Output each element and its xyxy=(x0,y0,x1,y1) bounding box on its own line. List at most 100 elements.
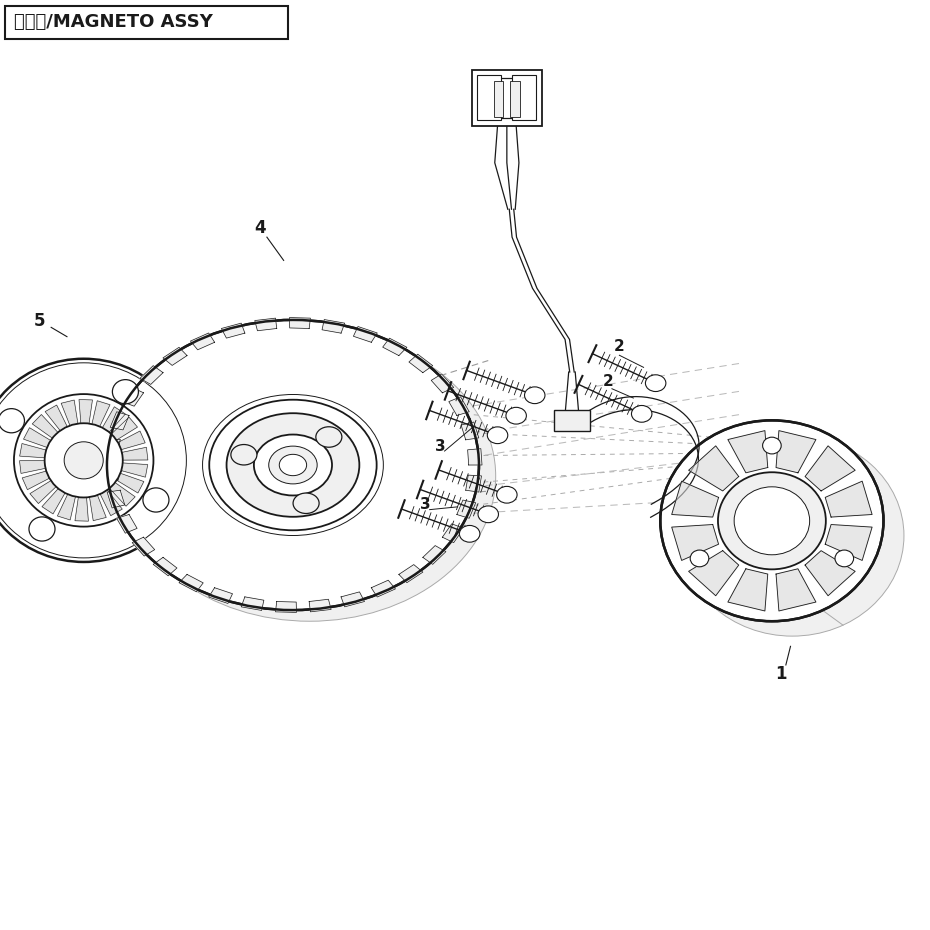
Polygon shape xyxy=(104,438,120,455)
Polygon shape xyxy=(22,471,49,490)
Ellipse shape xyxy=(497,486,517,503)
Polygon shape xyxy=(79,400,92,423)
Polygon shape xyxy=(825,525,872,561)
Polygon shape xyxy=(58,494,75,520)
Bar xyxy=(511,81,520,117)
Polygon shape xyxy=(30,481,56,503)
Ellipse shape xyxy=(279,455,307,475)
Polygon shape xyxy=(92,401,110,427)
Ellipse shape xyxy=(107,320,479,610)
Ellipse shape xyxy=(487,427,508,444)
Polygon shape xyxy=(457,500,476,518)
Ellipse shape xyxy=(718,472,826,569)
Text: 5: 5 xyxy=(33,312,45,330)
Ellipse shape xyxy=(0,359,191,562)
Polygon shape xyxy=(728,569,768,611)
Polygon shape xyxy=(825,481,872,517)
Ellipse shape xyxy=(45,423,123,498)
Ellipse shape xyxy=(763,437,781,454)
Polygon shape xyxy=(341,591,365,607)
Polygon shape xyxy=(443,524,464,542)
Polygon shape xyxy=(255,318,277,331)
Polygon shape xyxy=(20,460,46,473)
Polygon shape xyxy=(122,447,148,460)
Polygon shape xyxy=(688,445,738,491)
Text: 3: 3 xyxy=(420,497,431,512)
Polygon shape xyxy=(132,538,154,556)
Polygon shape xyxy=(423,546,445,565)
Ellipse shape xyxy=(14,394,153,526)
Polygon shape xyxy=(33,415,58,438)
Ellipse shape xyxy=(734,486,810,555)
Polygon shape xyxy=(449,397,470,416)
Polygon shape xyxy=(116,514,137,533)
Polygon shape xyxy=(322,320,345,333)
Polygon shape xyxy=(102,406,126,432)
Ellipse shape xyxy=(0,408,24,432)
Polygon shape xyxy=(432,374,454,392)
Polygon shape xyxy=(61,400,78,426)
Ellipse shape xyxy=(478,506,498,523)
Polygon shape xyxy=(110,412,129,430)
Polygon shape xyxy=(383,339,407,355)
Polygon shape xyxy=(275,602,297,613)
Polygon shape xyxy=(805,551,856,596)
Text: 4: 4 xyxy=(255,219,266,237)
Polygon shape xyxy=(163,347,187,365)
Polygon shape xyxy=(776,569,816,611)
Polygon shape xyxy=(208,588,232,604)
Polygon shape xyxy=(100,490,122,515)
Polygon shape xyxy=(671,481,719,517)
Polygon shape xyxy=(20,444,46,458)
Ellipse shape xyxy=(645,375,666,392)
Polygon shape xyxy=(191,333,215,350)
Ellipse shape xyxy=(124,331,496,621)
Polygon shape xyxy=(371,580,395,597)
Text: 3: 3 xyxy=(435,439,445,454)
Ellipse shape xyxy=(631,405,652,422)
Polygon shape xyxy=(221,323,245,339)
Polygon shape xyxy=(805,445,856,491)
Ellipse shape xyxy=(316,427,342,447)
Polygon shape xyxy=(671,525,719,561)
Polygon shape xyxy=(309,599,331,612)
Text: 2: 2 xyxy=(614,339,625,353)
Polygon shape xyxy=(140,365,163,384)
Ellipse shape xyxy=(254,434,332,496)
Polygon shape xyxy=(776,431,816,472)
Ellipse shape xyxy=(269,446,317,484)
Ellipse shape xyxy=(143,488,169,512)
Polygon shape xyxy=(153,557,177,576)
Polygon shape xyxy=(122,388,143,406)
Ellipse shape xyxy=(506,407,526,424)
Polygon shape xyxy=(353,326,378,342)
Polygon shape xyxy=(104,465,118,482)
Polygon shape xyxy=(42,488,65,514)
Polygon shape xyxy=(399,565,423,583)
Ellipse shape xyxy=(681,435,904,636)
Bar xyxy=(472,70,541,126)
Polygon shape xyxy=(241,597,264,610)
Polygon shape xyxy=(75,498,88,521)
Bar xyxy=(5,6,288,39)
Polygon shape xyxy=(409,354,432,373)
Ellipse shape xyxy=(227,413,359,517)
Polygon shape xyxy=(728,431,768,472)
Ellipse shape xyxy=(231,445,257,465)
Bar xyxy=(492,77,522,118)
Bar xyxy=(494,81,503,117)
Polygon shape xyxy=(110,483,135,506)
Ellipse shape xyxy=(64,442,103,479)
Polygon shape xyxy=(468,448,482,465)
Ellipse shape xyxy=(525,387,545,404)
Ellipse shape xyxy=(293,493,319,513)
Ellipse shape xyxy=(660,420,884,621)
Polygon shape xyxy=(121,463,148,477)
Polygon shape xyxy=(23,428,51,447)
Polygon shape xyxy=(179,575,203,591)
Ellipse shape xyxy=(209,400,377,530)
Ellipse shape xyxy=(690,550,709,566)
Polygon shape xyxy=(118,431,145,450)
Ellipse shape xyxy=(113,379,139,404)
Bar xyxy=(512,75,537,120)
